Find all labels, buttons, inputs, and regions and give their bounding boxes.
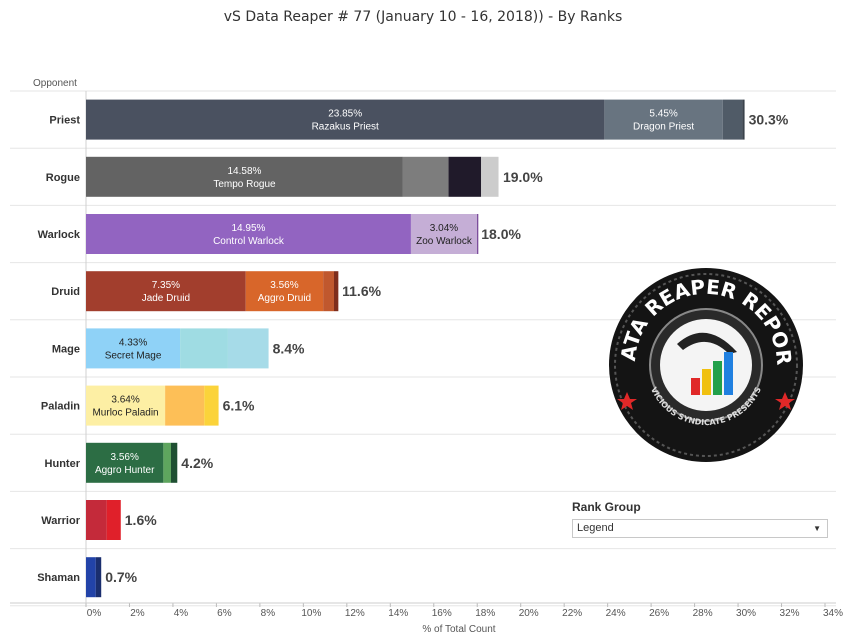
bar-segment[interactable] <box>477 214 479 254</box>
x-axis-label: % of Total Count <box>422 624 495 635</box>
segment-name-label: Tempo Rogue <box>213 179 276 190</box>
bar-rows: Priest 23.85% Razakus Priest 5.45% Dragon Pr… <box>10 90 836 607</box>
bar-segment[interactable] <box>163 442 171 483</box>
segment-value-label: 14.95% <box>232 223 266 234</box>
row-label: Shaman <box>37 572 80 584</box>
x-tick-label: 14% <box>388 608 408 619</box>
row-total-label: 8.4% <box>273 340 305 356</box>
segment-value-label: 4.33% <box>119 337 147 348</box>
bar-segment[interactable] <box>448 156 482 197</box>
row-total-label: 30.3% <box>749 112 789 128</box>
x-tick-label: 4% <box>174 608 189 619</box>
row-total-label: 0.7% <box>105 569 137 585</box>
row-total-label: 4.2% <box>181 455 213 471</box>
bar-segment[interactable] <box>333 271 339 312</box>
bar-segment[interactable] <box>86 557 96 598</box>
bar-segment[interactable] <box>402 156 449 197</box>
bar-segment[interactable] <box>722 99 743 140</box>
row-label: Mage <box>52 343 80 355</box>
x-tick-label: 34% <box>823 608 843 619</box>
segment-value-label: 3.56% <box>111 452 139 463</box>
rank-group-select[interactable]: Legend ▼ <box>572 519 828 538</box>
bar-segment[interactable] <box>165 385 205 426</box>
segment-name-label: Secret Mage <box>105 350 162 361</box>
row-total-label: 6.1% <box>223 398 255 414</box>
segment-value-label: 7.35% <box>152 280 180 291</box>
bar-segment[interactable] <box>86 385 166 426</box>
bar-segment[interactable] <box>245 271 324 312</box>
bar-segment[interactable] <box>86 442 164 483</box>
bar-segment[interactable] <box>86 271 246 312</box>
row-label: Hunter <box>45 458 81 470</box>
row-label: Paladin <box>41 401 80 413</box>
bar-segment[interactable] <box>106 500 121 540</box>
bar-segment[interactable] <box>86 328 181 369</box>
row-label: Druid <box>51 286 80 298</box>
row-label: Warrior <box>41 515 80 527</box>
bar-segment[interactable] <box>204 385 219 426</box>
segment-name-label: Zoo Warlock <box>416 236 473 247</box>
bar-segment[interactable] <box>604 99 723 140</box>
row-header: Opponent <box>33 78 77 89</box>
bar-segment[interactable] <box>86 99 605 140</box>
bar-segment[interactable] <box>481 156 499 197</box>
x-tick-label: 30% <box>736 608 756 619</box>
x-tick-label: 0% <box>87 608 102 619</box>
row-total-label: 19.0% <box>503 169 543 185</box>
rank-group-title: Rank Group <box>572 500 641 514</box>
x-tick-label: 24% <box>606 608 626 619</box>
x-tick-label: 12% <box>345 608 365 619</box>
bar-segment[interactable] <box>742 99 745 140</box>
row-label: Warlock <box>38 229 81 241</box>
bar-segment[interactable] <box>170 442 178 483</box>
x-tick-label: 6% <box>217 608 232 619</box>
bar-segment[interactable] <box>323 271 334 312</box>
row-label: Rogue <box>46 172 80 184</box>
x-tick-label: 32% <box>780 608 800 619</box>
x-tick-label: 16% <box>432 608 452 619</box>
bar-segment[interactable] <box>227 328 269 369</box>
row-total-label: 18.0% <box>481 226 521 242</box>
x-tick-label: 26% <box>649 608 669 619</box>
segment-name-label: Razakus Priest <box>312 122 379 133</box>
bar-segment[interactable] <box>86 156 403 197</box>
chart-title: vS Data Reaper # 77 (January 10 - 16, 20… <box>223 9 623 25</box>
segment-value-label: 3.04% <box>430 223 458 234</box>
segment-value-label: 3.64% <box>111 395 139 406</box>
x-tick-label: 20% <box>519 608 539 619</box>
x-tick-label: 18% <box>475 608 495 619</box>
row-label: Priest <box>49 115 80 127</box>
bar-segment[interactable] <box>86 500 107 540</box>
row-total-label: 1.6% <box>125 512 157 528</box>
x-tick-label: 8% <box>261 608 276 619</box>
rank-group-value: Legend <box>577 522 614 534</box>
segment-name-label: Control Warlock <box>213 236 285 247</box>
segment-value-label: 14.58% <box>227 166 261 177</box>
rank-group-filter: Rank Group Legend ▼ <box>572 500 828 538</box>
row-total-label: 11.6% <box>342 283 381 299</box>
segment-value-label: 3.56% <box>270 280 298 291</box>
x-tick-label: 2% <box>130 608 145 619</box>
data-reaper-logo: DATA REAPER REPORT VICIOUS SYNDICATE PRE… <box>607 266 803 462</box>
segment-value-label: 23.85% <box>328 109 362 120</box>
segment-name-label: Dragon Priest <box>633 122 694 133</box>
segment-name-label: Aggro Hunter <box>95 465 155 476</box>
bar-segment[interactable] <box>410 214 478 254</box>
segment-name-label: Jade Druid <box>142 293 190 304</box>
segment-name-label: Murloc Paladin <box>92 408 158 419</box>
segment-value-label: 5.45% <box>649 109 677 120</box>
segment-name-label: Aggro Druid <box>258 293 311 304</box>
x-axis: 0% 2% 4% 6% 8% 10% 12% 14% 16% 18% 20% 22% 24% 26% 28%… <box>10 602 843 619</box>
dropdown-arrow-icon: ▼ <box>813 524 821 533</box>
x-tick-label: 10% <box>301 608 321 619</box>
bar-segment[interactable] <box>86 214 411 254</box>
bar-segment[interactable] <box>180 328 228 369</box>
x-tick-label: 22% <box>562 608 582 619</box>
bar-segment[interactable] <box>95 557 102 598</box>
x-tick-label: 28% <box>693 608 713 619</box>
